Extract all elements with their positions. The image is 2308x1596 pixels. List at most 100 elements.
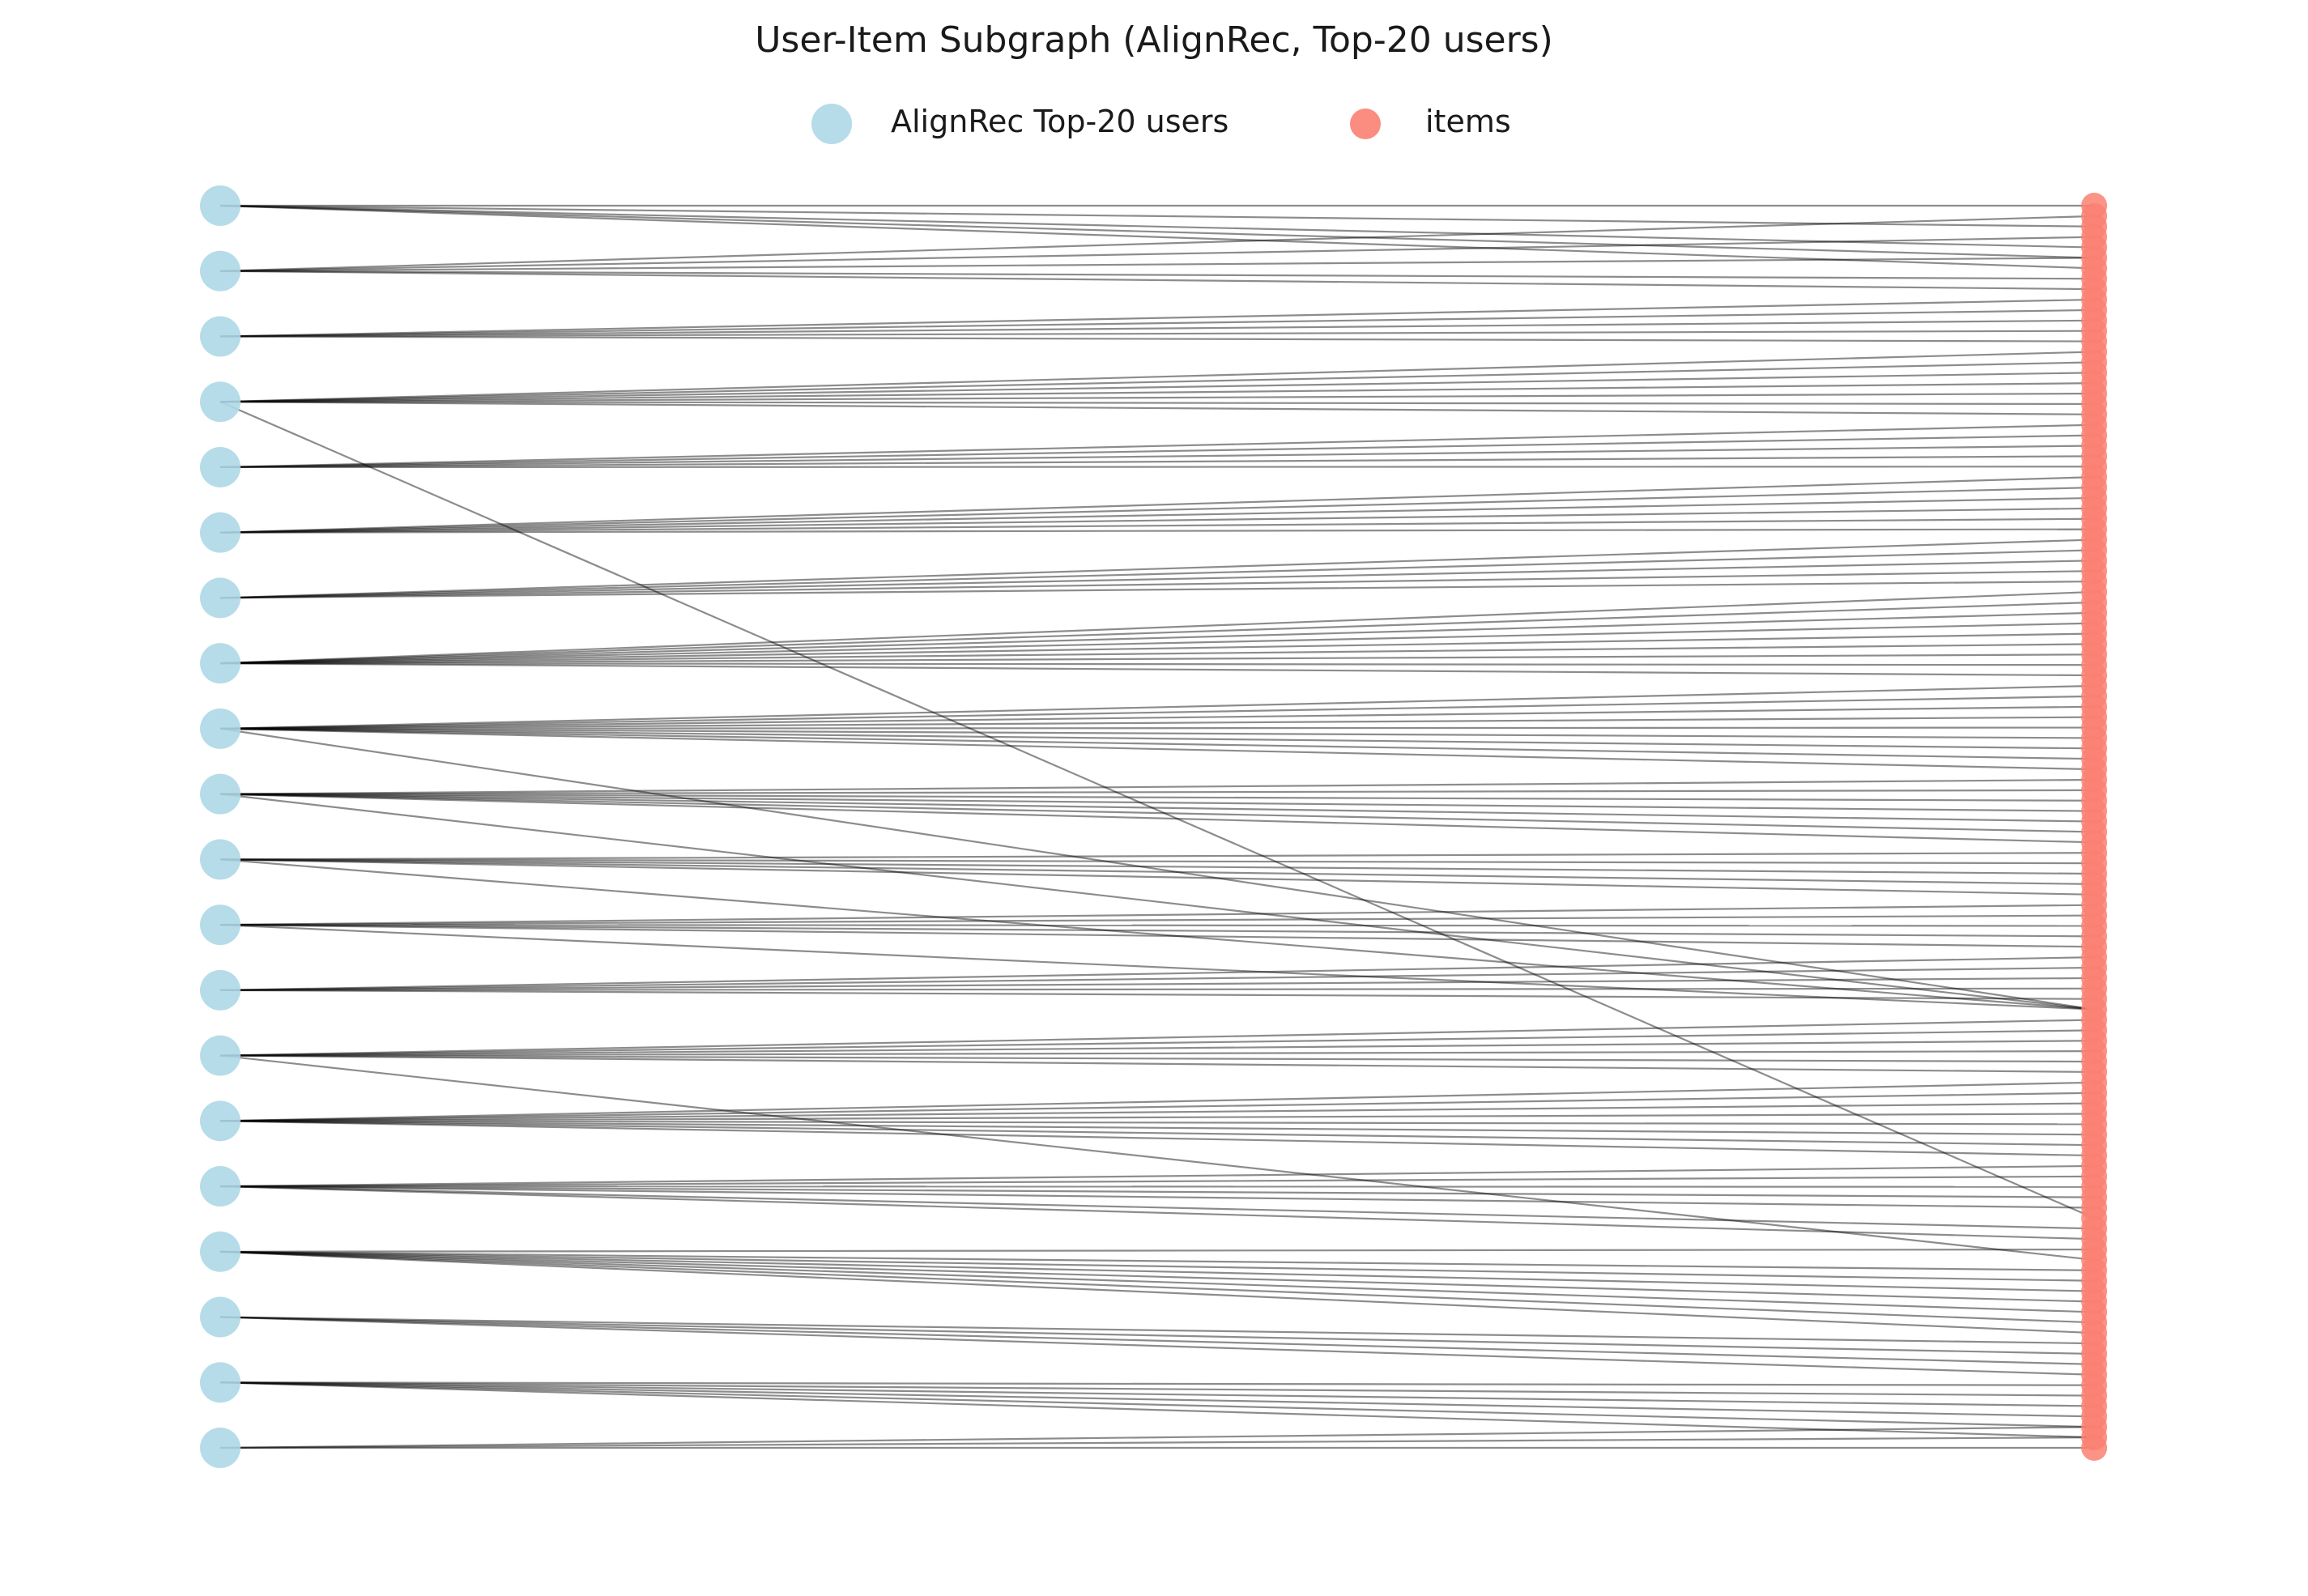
edge bbox=[219, 434, 2095, 469]
user-node bbox=[200, 839, 241, 880]
edge bbox=[219, 727, 2095, 739]
edge bbox=[219, 924, 2095, 948]
user-node bbox=[200, 643, 241, 684]
user-nodes bbox=[200, 185, 241, 1468]
edge bbox=[219, 335, 2095, 343]
edge bbox=[219, 987, 2095, 991]
edge bbox=[219, 1316, 2095, 1365]
edge bbox=[219, 466, 2095, 469]
edge bbox=[219, 528, 2095, 534]
edge bbox=[219, 924, 2095, 938]
edge bbox=[219, 455, 2095, 469]
user-node bbox=[200, 1035, 241, 1076]
edge bbox=[219, 204, 2095, 249]
edge bbox=[219, 1185, 2095, 1209]
edge bbox=[219, 361, 2095, 403]
user-node bbox=[200, 708, 241, 749]
edge bbox=[219, 401, 2095, 406]
edge bbox=[219, 1250, 2095, 1324]
edge bbox=[219, 1250, 2095, 1313]
edge bbox=[219, 705, 2095, 730]
edge bbox=[219, 977, 2095, 991]
edge bbox=[219, 517, 2095, 534]
edge bbox=[219, 601, 2095, 665]
edge bbox=[219, 1381, 2095, 1386]
edge bbox=[219, 1050, 2095, 1057]
edge bbox=[219, 632, 2095, 665]
edge bbox=[219, 924, 2095, 1011]
edge bbox=[219, 1381, 2095, 1439]
edge bbox=[219, 858, 2095, 865]
edge bbox=[219, 1250, 2095, 1334]
edge bbox=[219, 1248, 2095, 1253]
edge bbox=[219, 611, 2095, 665]
edge bbox=[219, 1185, 2095, 1230]
user-node bbox=[200, 381, 241, 423]
edge bbox=[219, 1040, 2095, 1057]
edge bbox=[219, 401, 2095, 415]
user-node bbox=[200, 250, 241, 292]
edge bbox=[219, 662, 2095, 666]
legend-label-items: items bbox=[1425, 104, 1511, 139]
edge bbox=[219, 1120, 2095, 1157]
edge bbox=[219, 684, 2095, 730]
edge bbox=[219, 423, 2095, 469]
user-node bbox=[200, 446, 241, 487]
edge bbox=[219, 580, 2095, 599]
edge bbox=[219, 793, 2095, 1011]
edge bbox=[219, 549, 2095, 599]
edge bbox=[219, 1250, 2095, 1282]
edge bbox=[219, 1426, 2095, 1449]
legend-label-users: AlignRec Top-20 users bbox=[891, 104, 1229, 139]
edge bbox=[219, 372, 2095, 403]
edge bbox=[219, 1175, 2095, 1188]
edge bbox=[219, 1054, 2095, 1262]
edge bbox=[219, 924, 2095, 927]
user-node bbox=[200, 904, 241, 946]
edge bbox=[219, 309, 2095, 338]
edge bbox=[219, 858, 2095, 1011]
edge bbox=[219, 727, 2095, 760]
edge bbox=[219, 476, 2095, 534]
edge bbox=[219, 966, 2095, 991]
edge bbox=[219, 1250, 2095, 1303]
legend-marker-users bbox=[811, 104, 852, 144]
edge bbox=[219, 989, 2095, 1000]
edge bbox=[219, 793, 2095, 823]
edge bbox=[219, 727, 2095, 750]
chart-title: User-Item Subgraph (AlignRec, Top-20 use… bbox=[755, 19, 1553, 61]
edge bbox=[219, 793, 2095, 844]
edge bbox=[219, 298, 2095, 338]
edge bbox=[219, 789, 2095, 795]
edge bbox=[219, 1316, 2095, 1376]
edge bbox=[219, 204, 2095, 270]
edge bbox=[219, 1316, 2095, 1356]
user-node bbox=[200, 512, 241, 553]
edge bbox=[219, 695, 2095, 730]
legend-marker-items bbox=[1350, 109, 1381, 139]
edge bbox=[219, 858, 2095, 875]
edge bbox=[219, 914, 2095, 926]
edge bbox=[219, 1381, 2095, 1418]
edge bbox=[219, 793, 2095, 812]
edge bbox=[219, 486, 2095, 534]
edge bbox=[219, 1316, 2095, 1345]
item-nodes bbox=[2081, 193, 2107, 1461]
user-node bbox=[200, 577, 241, 619]
edge bbox=[219, 1381, 2095, 1407]
edge bbox=[219, 1054, 2095, 1074]
edge bbox=[219, 1120, 2095, 1136]
edge bbox=[219, 1164, 2095, 1188]
edge bbox=[219, 382, 2095, 403]
edge bbox=[219, 858, 2095, 885]
edge bbox=[219, 1102, 2095, 1122]
user-node bbox=[200, 969, 241, 1011]
edge bbox=[219, 215, 2095, 272]
user-node bbox=[200, 1296, 241, 1338]
edge bbox=[219, 653, 2095, 665]
edge bbox=[219, 319, 2095, 338]
edge bbox=[219, 570, 2095, 599]
edge bbox=[219, 1185, 2095, 1188]
edge bbox=[219, 1250, 2095, 1271]
